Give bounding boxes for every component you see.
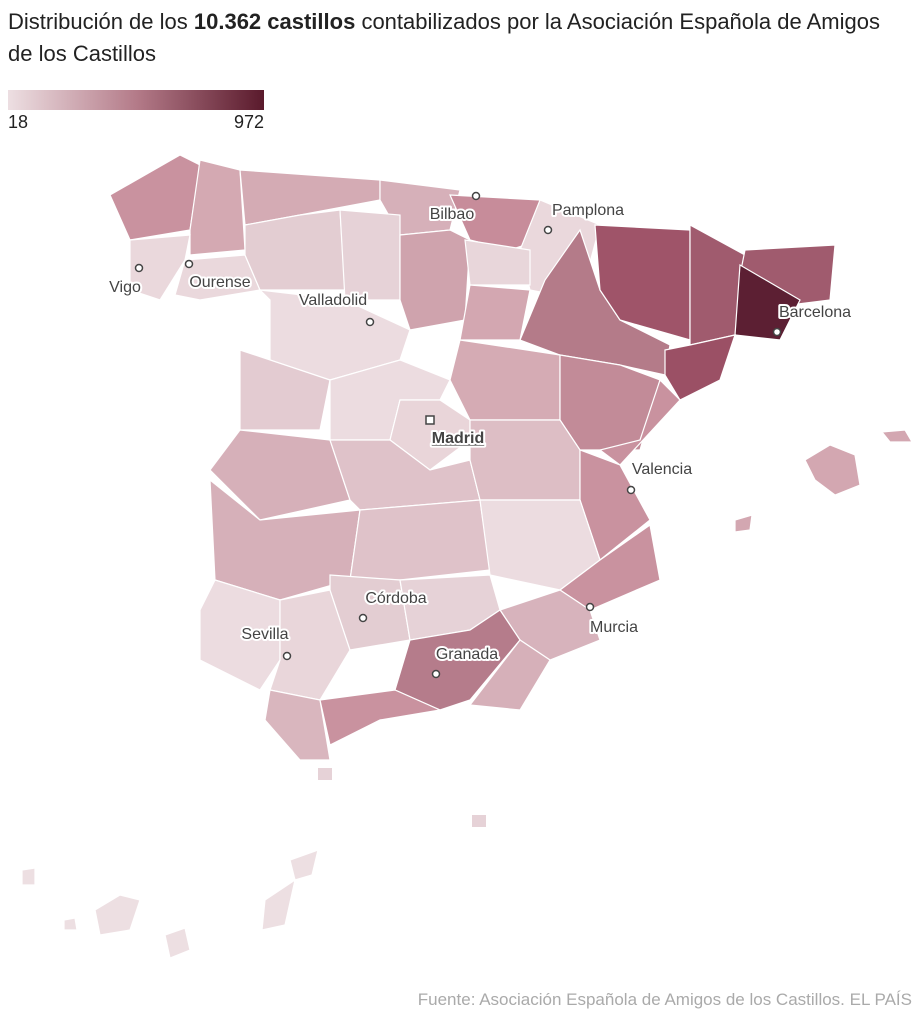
legend-bar — [8, 90, 264, 110]
city-marker — [585, 602, 595, 612]
province — [129, 234, 191, 301]
city-marker — [282, 651, 292, 661]
title-text: Distribución de los — [8, 9, 194, 34]
city-label: Sevilla — [241, 626, 288, 643]
island — [804, 444, 861, 496]
title-bold: 10.362 castillos — [193, 9, 356, 34]
province — [349, 499, 491, 581]
city-label: Ourense — [189, 274, 250, 291]
province — [239, 349, 331, 431]
province — [558, 523, 661, 611]
province — [209, 429, 351, 521]
city-label: Vigo — [109, 279, 141, 296]
city-label: Bilbao — [430, 206, 475, 223]
province — [598, 378, 681, 466]
city-label: Granada — [436, 646, 498, 663]
province — [174, 254, 261, 301]
province — [239, 169, 381, 226]
city-label: Murcia — [590, 619, 638, 636]
city-label: Córdoba — [365, 590, 426, 607]
province — [109, 154, 201, 241]
province — [469, 419, 581, 501]
province — [329, 439, 481, 511]
island — [880, 429, 914, 443]
city-marker — [425, 415, 435, 425]
city-label: Barcelona — [779, 304, 851, 321]
city-label: Pamplona — [552, 202, 624, 219]
city-marker — [471, 191, 481, 201]
island — [21, 867, 36, 886]
province — [664, 334, 736, 401]
province — [579, 449, 651, 562]
province — [459, 284, 531, 341]
province — [329, 574, 411, 651]
city-marker — [134, 263, 144, 273]
island — [261, 878, 296, 931]
title-text: contabilizados por la Asociación Español… — [8, 9, 880, 66]
city-marker — [358, 613, 368, 623]
province — [189, 159, 246, 256]
province — [468, 639, 551, 711]
city-marker — [184, 259, 194, 269]
legend-max: 972 — [234, 112, 264, 132]
island — [94, 894, 141, 936]
island — [318, 768, 332, 780]
title: Distribución de los 10.362 castillos con… — [8, 6, 908, 70]
province — [244, 209, 346, 291]
province — [464, 239, 531, 286]
province — [449, 339, 561, 421]
city-label: Valladolid — [299, 292, 367, 309]
province — [339, 209, 401, 301]
city-marker — [626, 485, 636, 495]
province — [594, 224, 691, 341]
island — [472, 815, 486, 827]
city-marker — [772, 327, 782, 337]
province — [264, 689, 331, 761]
province — [319, 689, 443, 746]
island — [164, 927, 191, 959]
legend-min: 18 — [8, 112, 28, 132]
provinces — [21, 154, 914, 959]
source: Fuente: Asociación Española de Amigos de… — [417, 990, 912, 1009]
island — [734, 514, 753, 533]
city-marker — [543, 225, 553, 235]
cities: Bilbao Pamplona Vigo Ourense Valladolid Madri… — [107, 191, 853, 679]
city-marker — [365, 317, 375, 327]
city-marker — [431, 669, 441, 679]
city-label: Madrid — [432, 430, 484, 447]
island — [289, 849, 319, 881]
province — [734, 263, 801, 341]
province — [399, 229, 471, 331]
city-label: Valencia — [632, 461, 692, 478]
island — [63, 917, 78, 931]
